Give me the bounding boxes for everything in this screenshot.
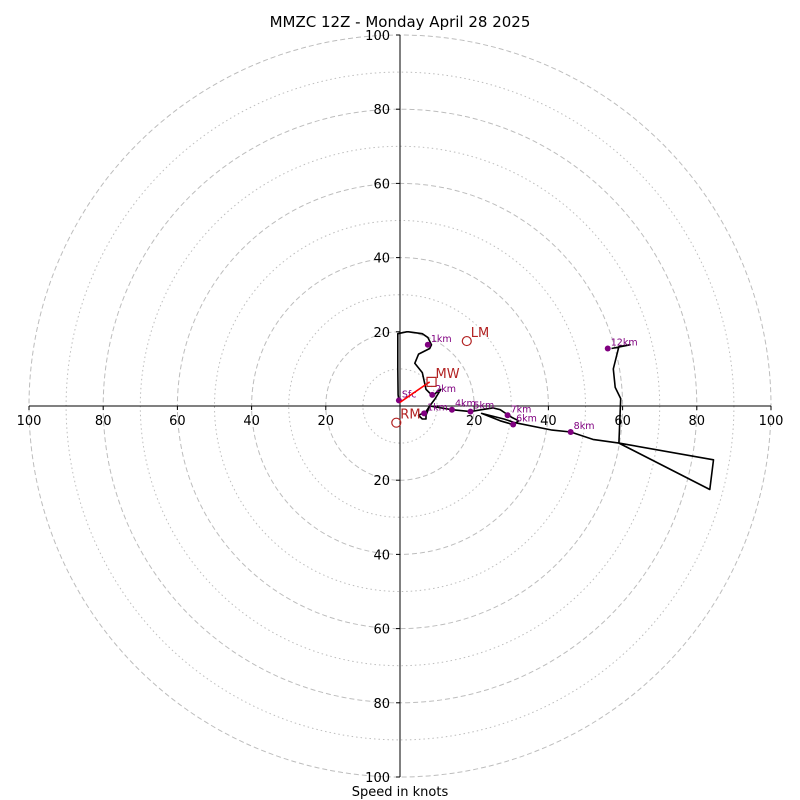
y-tick-label: 60	[373, 177, 390, 192]
level-label: 2km	[435, 384, 456, 395]
storm-motion-label: LM	[471, 326, 489, 341]
level-point	[467, 408, 474, 415]
level-label: Sfc	[402, 389, 417, 400]
chart-title: MMZC 12Z - Monday April 28 2025	[270, 13, 531, 31]
storm-motion-marker	[461, 335, 472, 347]
x-tick-label: 100	[759, 414, 784, 429]
mean-wind-marker	[426, 376, 437, 387]
level-label: 12km	[611, 337, 638, 348]
x-tick-label: 40	[540, 414, 557, 429]
level-point	[510, 421, 517, 428]
x-tick-label: 20	[466, 414, 483, 429]
tick-labels: 20 40 60 80 100 20 40 60 80 100 20 40 60 80 100 20 40 60 8…	[17, 29, 784, 786]
y-tick-label: 80	[373, 103, 390, 118]
y-tick-label: 60	[373, 623, 390, 638]
x-tick-label: 40	[243, 414, 260, 429]
y-tick-label: 40	[373, 252, 390, 267]
level-label: 7km	[511, 404, 532, 415]
y-tick-label: 100	[365, 771, 390, 786]
shear-vector	[399, 381, 431, 403]
x-tick-label: 80	[689, 414, 706, 429]
level-point	[448, 406, 455, 413]
y-tick-label: 100	[365, 29, 390, 44]
axes	[29, 35, 771, 777]
level-point	[604, 345, 611, 352]
level-point	[429, 391, 436, 398]
level-label: 6km	[516, 414, 537, 425]
x-tick-label: 100	[17, 414, 42, 429]
level-point	[504, 412, 511, 419]
y-tick-label: 40	[373, 548, 390, 563]
storm-motions: LM MW RM	[391, 326, 489, 428]
hodograph-line	[396, 330, 715, 491]
level-label: 1km	[427, 402, 448, 413]
level-point	[424, 341, 431, 348]
y-tick-label: 20	[373, 326, 390, 341]
x-tick-label: 80	[95, 414, 112, 429]
storm-motion-label: MW	[436, 367, 460, 382]
x-axis-label: Speed in knots	[352, 785, 449, 800]
storm-motion-marker	[391, 417, 402, 428]
level-label: 5km	[473, 401, 494, 412]
level-label: 1km	[431, 334, 452, 345]
level-label: 8km	[574, 421, 595, 432]
level-label: 4km	[455, 399, 476, 410]
level-point	[567, 428, 574, 435]
y-tick-label: 80	[373, 697, 390, 712]
wind-trace	[396, 330, 715, 491]
x-tick-label: 60	[169, 414, 186, 429]
level-point	[421, 410, 428, 417]
x-tick-label: 20	[318, 414, 335, 429]
y-tick-label: 20	[373, 474, 390, 489]
storm-motion-label: RM	[400, 408, 420, 423]
x-tick-label: 60	[614, 414, 631, 429]
